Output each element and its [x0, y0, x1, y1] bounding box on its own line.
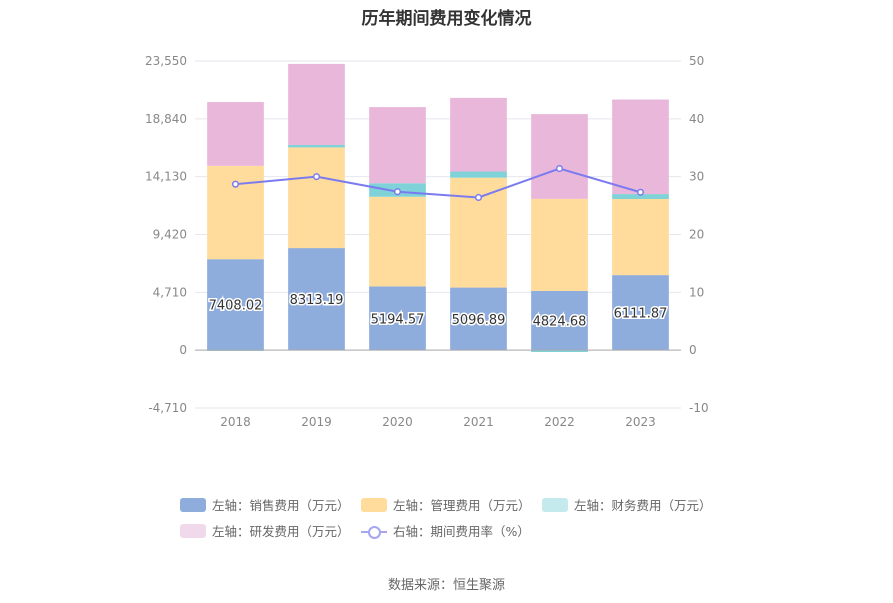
right-axis-tick-label: -10 [689, 401, 709, 415]
expense-rate-point [393, 188, 402, 196]
right-axis-tick-label: 30 [689, 170, 704, 184]
bar-segment [450, 287, 507, 351]
x-axis-tick-label: 2018 [220, 415, 251, 429]
legend-label-expense-rate: 右轴：期间费用率（%） [393, 524, 530, 539]
bar-data-label: 8313.19 [290, 293, 344, 308]
bar-segment [531, 290, 588, 351]
x-axis-tick-label: 2021 [463, 415, 494, 429]
legend-swatch-rnd [180, 523, 206, 538]
expense-rate-line [235, 167, 641, 199]
left-axis-tick-label: 4,710 [153, 285, 187, 299]
left-axis-tick-label: 9,420 [153, 228, 187, 242]
legend-item-rnd[interactable]: 左轴：研发费用（万元） [180, 521, 350, 540]
expense-rate-point [555, 165, 564, 173]
left-axis-tick-label: 0 [179, 343, 187, 357]
bar-data-label: 7408.02 [209, 299, 263, 314]
legend-swatch-admin [361, 497, 387, 512]
right-axis-tick-label: 10 [689, 285, 704, 299]
bar-segment [369, 107, 426, 184]
bar-segment [531, 350, 588, 353]
right-axis-tick-label: 40 [689, 112, 704, 126]
bar-segment [207, 102, 264, 166]
bar-data-label: 6111.87 [614, 307, 668, 322]
legend-item-sales[interactable]: 左轴：销售费用（万元） [180, 495, 350, 514]
legend-label-finance: 左轴：财务费用（万元） [574, 498, 712, 513]
bar-segment [288, 63, 345, 145]
bar-segment [450, 97, 507, 172]
x-axis-tick-label: 2023 [625, 415, 656, 429]
legend-label-sales: 左轴：销售费用（万元） [212, 498, 350, 513]
left-axis-tick-label: 18,840 [145, 112, 187, 126]
left-axis-tick-label: -4,710 [148, 401, 187, 415]
bar-segment [531, 114, 588, 199]
bar-segment [612, 194, 669, 199]
bar-data-label: 5096.89 [452, 313, 506, 328]
expense-rate-point [474, 193, 483, 202]
expense-rate-point [636, 188, 645, 196]
bar-segment [450, 171, 507, 178]
bar-segment [288, 248, 345, 351]
x-axis-tick-label: 2022 [544, 415, 575, 429]
legend-item-admin[interactable]: 左轴：管理费用（万元） [361, 495, 531, 514]
legend-swatch-sales [180, 497, 206, 512]
legend-label-rnd: 左轴：研发费用（万元） [212, 524, 350, 539]
bar-segment [531, 198, 588, 291]
bar-data-label: 4824.68 [533, 315, 587, 330]
chart-title: 历年期间费用变化情况 [361, 9, 532, 29]
left-axis-tick-label: 14,130 [145, 170, 187, 184]
bar-segment [369, 286, 426, 351]
bar-segment [288, 144, 345, 148]
right-axis-tick-label: 50 [689, 54, 704, 68]
bar-segment [612, 198, 669, 276]
bar-segment [207, 259, 264, 351]
left-axis-tick-label: 23,550 [145, 54, 187, 68]
legend-label-admin: 左轴：管理费用（万元） [393, 498, 531, 513]
legend-swatch-finance [542, 497, 568, 512]
legend-swatch-expense-rate [361, 524, 387, 539]
bar-segment [288, 147, 345, 249]
x-axis-tick-label: 2020 [382, 415, 413, 429]
bar-data-label: 5194.57 [371, 312, 425, 327]
bar-segment [207, 165, 264, 260]
expense-rate-point [312, 173, 321, 181]
expense-rate-point [231, 180, 240, 188]
chart-plot: -4,710 0 4,710 9,420 14,130 18,840 23,550 -10 0 1… [145, 54, 709, 429]
legend-item-finance[interactable]: 左轴：财务费用（万元） [542, 495, 712, 514]
legend-item-expense-rate[interactable]: 右轴：期间费用率（%） [361, 521, 530, 540]
right-axis-tick-label: 20 [689, 228, 704, 242]
bar-segment [612, 99, 669, 195]
bar-segment [612, 275, 669, 351]
data-source: 数据来源：恒生聚源 [387, 578, 505, 593]
x-axis-tick-label: 2019 [301, 415, 332, 429]
right-axis-tick-label: 0 [689, 343, 697, 357]
bar-segment [369, 196, 426, 287]
